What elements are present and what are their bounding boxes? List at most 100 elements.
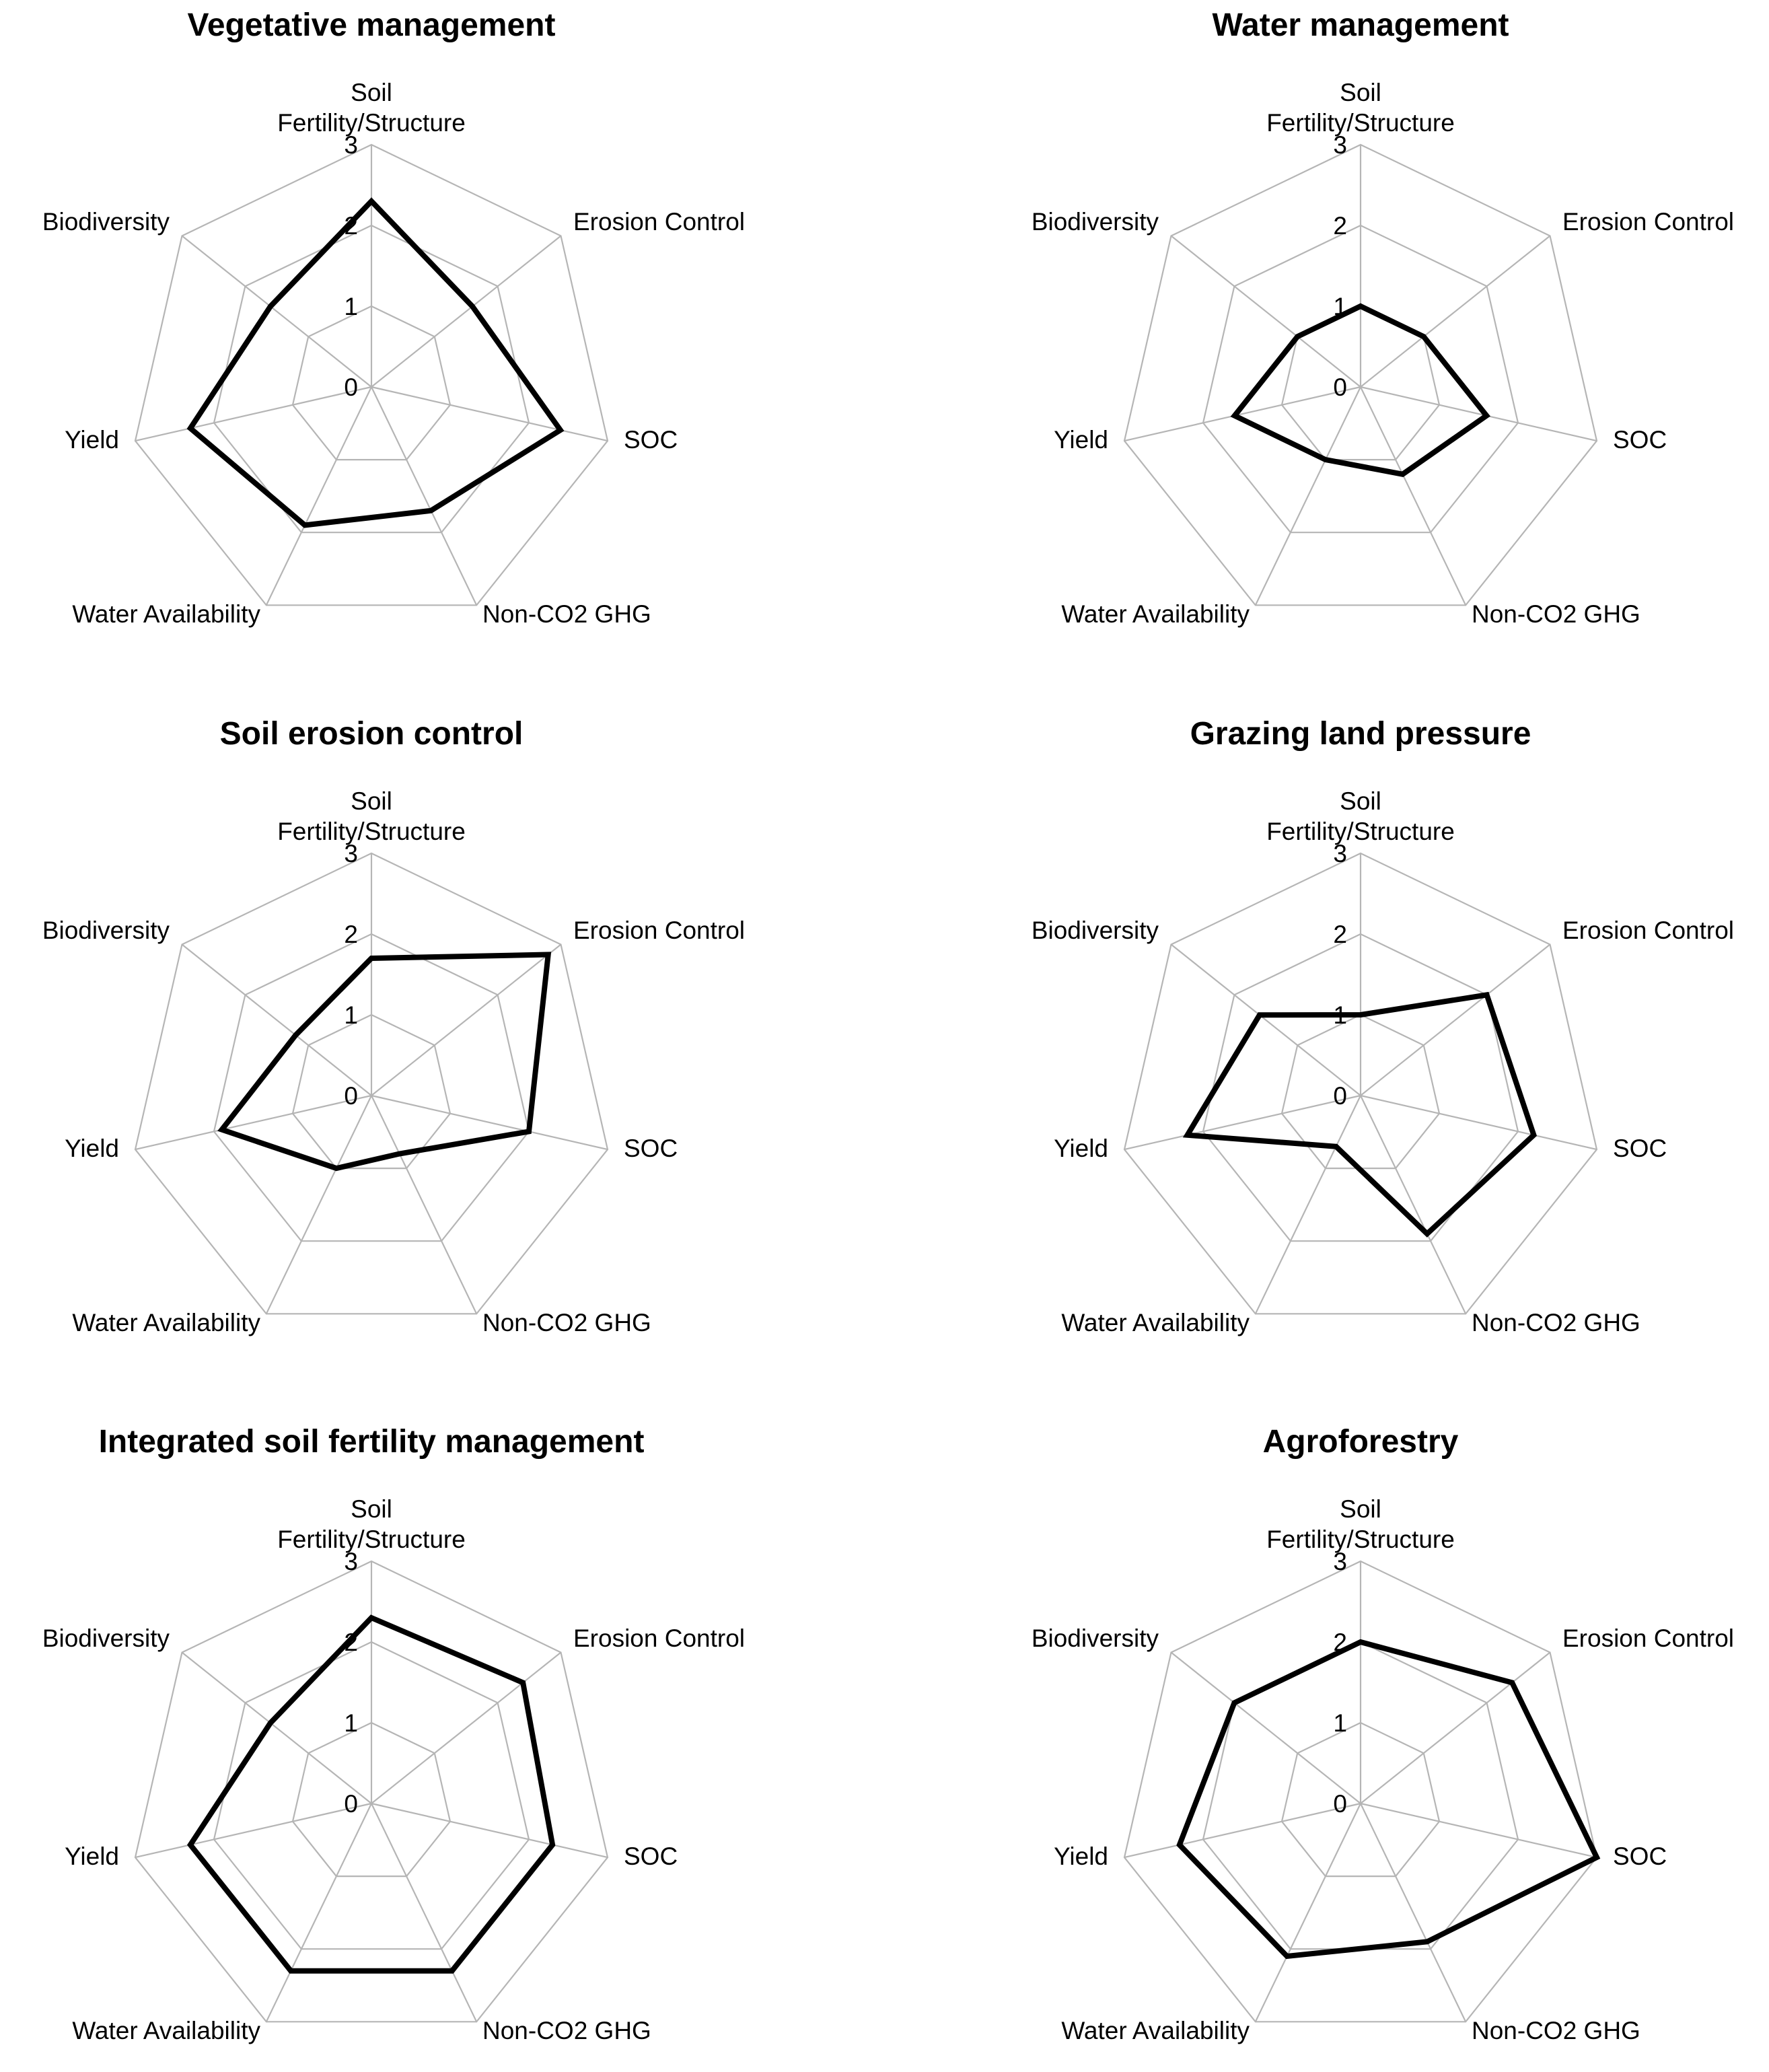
grid-ring-3 xyxy=(134,143,609,606)
axis-label-line: Soil xyxy=(1340,79,1381,106)
axis-label-water-availability: Water Availability xyxy=(72,600,260,628)
axis-label-line: Yield xyxy=(65,426,119,454)
spoke-water-availability xyxy=(265,386,372,606)
tick-label: 3 xyxy=(344,1548,358,1575)
axis-label-soc: SOC xyxy=(624,1135,678,1162)
axis-label-line: Soil xyxy=(351,79,392,106)
axis-label-erosion-control: Erosion Control xyxy=(1562,1624,1734,1652)
axis-label-line: SOC xyxy=(624,426,678,454)
grid-ring-1 xyxy=(291,305,452,461)
axis-label-line: Erosion Control xyxy=(1562,917,1734,944)
axis-label-line: Non-CO2 GHG xyxy=(1472,1309,1640,1336)
axis-label-line: Fertility/Structure xyxy=(277,109,466,137)
panel-title: Agroforestry xyxy=(1263,1424,1459,1460)
axis-label-line: Erosion Control xyxy=(1562,1624,1734,1652)
tick-label: 2 xyxy=(344,921,358,948)
axis-label-water-availability: Water Availability xyxy=(1061,600,1250,628)
axis-label-line: Biodiversity xyxy=(42,208,170,236)
grid-ring-3 xyxy=(1123,852,1598,1315)
axis-label-biodiversity: Biodiversity xyxy=(1032,208,1159,236)
axis-label-line: SOC xyxy=(624,1135,678,1162)
spoke-water-availability xyxy=(1254,1803,1361,2022)
grid-ring-2 xyxy=(213,224,530,534)
axis-label-water-availability: Water Availability xyxy=(1061,2017,1250,2044)
axis-label-line: SOC xyxy=(624,1843,678,1870)
panel-title: Soil erosion control xyxy=(220,716,524,752)
axis-label-erosion-control: Erosion Control xyxy=(1562,208,1734,236)
spoke-biodiversity xyxy=(1170,1651,1361,1804)
axis-label-line: Yield xyxy=(1054,426,1108,454)
tick-label: 3 xyxy=(1333,840,1347,867)
grid-ring-1 xyxy=(291,1013,452,1170)
spoke-yield xyxy=(135,386,372,442)
axis-label-yield: Yield xyxy=(1054,426,1108,454)
axis-label-line: Biodiversity xyxy=(1032,1624,1159,1652)
spoke-biodiversity xyxy=(181,943,372,1096)
grid-ring-1 xyxy=(1280,1721,1441,1878)
axis-label-line: Fertility/Structure xyxy=(1266,109,1455,137)
spoke-yield xyxy=(135,1802,372,1859)
spoke-non-co2-ghg xyxy=(371,1095,478,1314)
axis-label-line: Yield xyxy=(1054,1843,1108,1870)
axis-label-water-availability: Water Availability xyxy=(72,2017,260,2044)
spoke-non-co2-ghg xyxy=(371,386,478,606)
axis-label-yield: Yield xyxy=(65,1135,119,1162)
tick-label: 1 xyxy=(344,1001,358,1029)
grid-ring-3 xyxy=(1123,143,1598,606)
grid-ring-2 xyxy=(1202,224,1519,534)
axis-label-yield: Yield xyxy=(1054,1135,1108,1162)
axis-label-line: Erosion Control xyxy=(573,208,745,236)
spoke-biodiversity xyxy=(1170,235,1361,388)
axis-label-soil-fertility-structure: Soil Fertility/Structure xyxy=(1266,787,1455,845)
axis-label-line: Biodiversity xyxy=(1032,917,1159,944)
spoke-soc xyxy=(1360,1802,1597,1859)
axis-label-soil-fertility-structure: Soil Fertility/Structure xyxy=(1266,1495,1455,1553)
axis-label-line: Biodiversity xyxy=(42,1624,170,1652)
tick-label: 0 xyxy=(344,1790,358,1818)
axis-label-line: SOC xyxy=(1613,1135,1667,1162)
axis-label-line: Erosion Control xyxy=(1562,208,1734,236)
axis-label-line: Water Availability xyxy=(72,1309,260,1336)
axis-label-line: Water Availability xyxy=(72,2017,260,2044)
tick-label: 3 xyxy=(344,840,358,867)
radar-panel-soil-erosion-control: Soil erosion control 0 1 2 3 Soil Fertility/St… xyxy=(42,716,745,1336)
axis-label-soc: SOC xyxy=(1613,1843,1667,1870)
axis-label-line: SOC xyxy=(1613,426,1667,454)
panel-title: Water management xyxy=(1213,7,1509,43)
tick-label: 0 xyxy=(1333,373,1347,401)
spoke-water-availability xyxy=(265,1803,372,2022)
tick-label: 3 xyxy=(1333,1548,1347,1575)
axis-label-erosion-control: Erosion Control xyxy=(573,917,745,944)
axis-label-biodiversity: Biodiversity xyxy=(42,917,170,944)
axis-label-line: Water Availability xyxy=(1061,2017,1250,2044)
panel-title: Vegetative management xyxy=(188,7,556,43)
spoke-soc xyxy=(371,1094,608,1151)
spoke-biodiversity xyxy=(181,235,372,388)
series-polygon xyxy=(186,1614,556,1974)
axis-label-erosion-control: Erosion Control xyxy=(573,208,745,236)
grid-ring-1 xyxy=(291,1721,452,1878)
axis-label-soil-fertility-structure: Soil Fertility/Structure xyxy=(1266,79,1455,137)
spoke-water-availability xyxy=(265,1095,372,1314)
axis-label-line: Fertility/Structure xyxy=(277,818,466,845)
axis-label-line: Water Availability xyxy=(1061,1309,1250,1336)
spoke-erosion-control xyxy=(1360,943,1551,1096)
axis-label-soil-fertility-structure: Soil Fertility/Structure xyxy=(277,1495,466,1553)
spoke-erosion-control xyxy=(371,235,562,388)
axis-label-soc: SOC xyxy=(624,426,678,454)
axis-label-line: Fertility/Structure xyxy=(1266,818,1455,845)
spoke-soc xyxy=(371,386,608,442)
axis-label-biodiversity: Biodiversity xyxy=(42,1624,170,1652)
axis-label-line: Soil xyxy=(351,787,392,815)
axis-label-line: Soil xyxy=(1340,787,1381,815)
spoke-non-co2-ghg xyxy=(1360,386,1467,606)
tick-label: 1 xyxy=(344,1709,358,1737)
tick-label: 0 xyxy=(1333,1082,1347,1110)
axis-label-soc: SOC xyxy=(1613,426,1667,454)
axis-label-line: Fertility/Structure xyxy=(1266,1526,1455,1553)
series-polygon xyxy=(186,197,565,528)
axis-label-non-co2-ghg: Non-CO2 GHG xyxy=(1472,2017,1640,2044)
spoke-soc xyxy=(1360,386,1597,442)
